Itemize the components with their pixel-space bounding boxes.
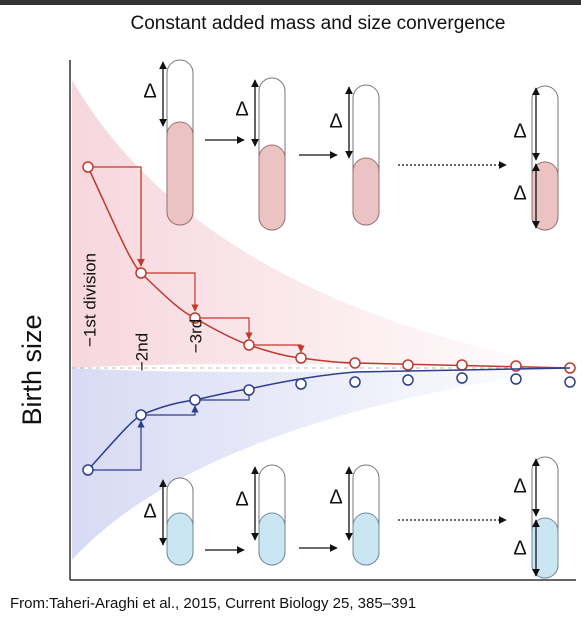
red-points [82,161,576,374]
delta-label: Δ [329,110,342,132]
delta-label: Δ [235,488,248,510]
red-step [88,166,145,267]
blue-points [82,372,576,476]
delta-label: Δ [143,500,156,522]
title: Constant added mass and size convergence [131,13,506,34]
red-background [72,80,575,368]
red-step [195,317,253,340]
delta-label: Δ [513,537,526,559]
top-bar [0,0,581,5]
blue-background [72,368,575,560]
delta-label: Δ [329,486,342,508]
red-curve [87,166,571,369]
delta-label: Δ [513,120,526,142]
blue-step [88,420,145,471]
red-step [249,344,305,353]
division-label: −1st division [80,253,99,347]
caption: From:Taheri-Araghi et al., 2015, Current… [10,595,416,612]
bottom-cells [159,456,559,579]
delta-label: Δ [143,80,156,102]
red-step [141,272,199,312]
delta-label: Δ [235,98,248,120]
division-label: −3rd [186,319,205,354]
delta-label: Δ [513,475,526,497]
blue-step [141,405,199,416]
top-cells [159,59,559,231]
blue-step [195,395,250,401]
division-label: −2nd [132,333,151,371]
y-axis-label: Birth size [17,314,47,425]
delta-label: Δ [513,182,526,204]
